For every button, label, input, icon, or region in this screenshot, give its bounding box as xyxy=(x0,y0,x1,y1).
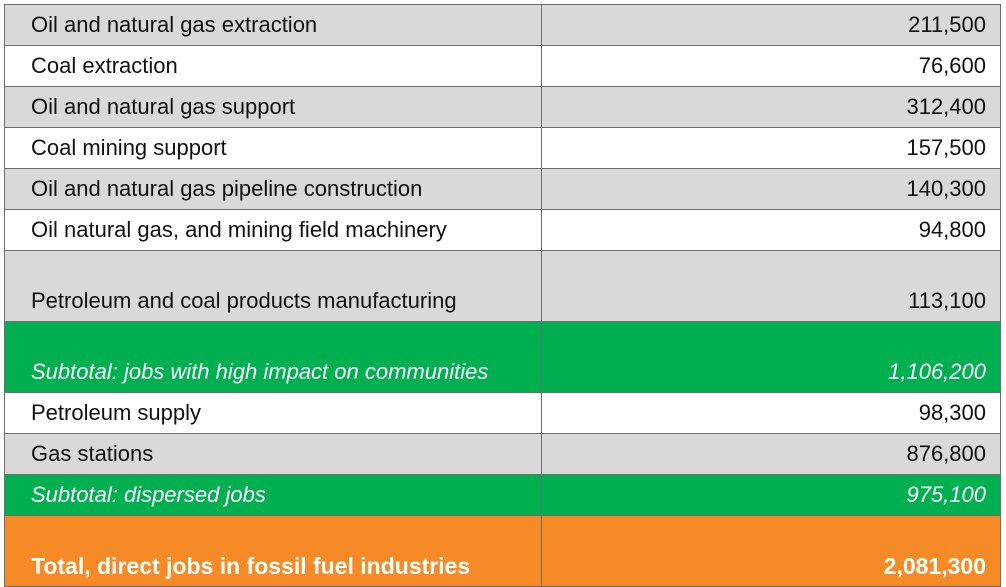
table-row: Oil and natural gas pipeline constructio… xyxy=(4,168,1001,210)
row-value: 312,400 xyxy=(541,86,1001,128)
row-value: 140,300 xyxy=(541,168,1001,210)
total-value: 2,081,300 xyxy=(541,515,1001,587)
row-value: 94,800 xyxy=(541,209,1001,251)
fossil-fuel-jobs-table: Oil and natural gas extraction 211,500 C… xyxy=(4,4,1001,587)
row-label: Oil and natural gas pipeline constructio… xyxy=(4,168,542,210)
table-row: Petroleum supply 98,300 xyxy=(4,392,1001,434)
table-row: Coal extraction 76,600 xyxy=(4,45,1001,87)
table-row: Oil and natural gas extraction 211,500 xyxy=(4,4,1001,46)
row-label: Petroleum and coal products manufacturin… xyxy=(4,250,542,322)
row-label: Coal mining support xyxy=(4,127,542,169)
table-row: Gas stations 876,800 xyxy=(4,433,1001,475)
row-label: Gas stations xyxy=(4,433,542,475)
row-value: 76,600 xyxy=(541,45,1001,87)
table-row: Oil natural gas, and mining field machin… xyxy=(4,209,1001,251)
total-label: Total, direct jobs in fossil fuel indust… xyxy=(4,515,542,587)
row-label: Petroleum supply xyxy=(4,392,542,434)
subtotal-row-dispersed: Subtotal: dispersed jobs 975,100 xyxy=(4,474,1001,516)
row-value: 113,100 xyxy=(541,250,1001,322)
subtotal-value: 1,106,200 xyxy=(541,321,1001,393)
row-label: Oil natural gas, and mining field machin… xyxy=(4,209,542,251)
subtotal-row-high-impact: Subtotal: jobs with high impact on commu… xyxy=(4,321,1001,393)
total-row: Total, direct jobs in fossil fuel indust… xyxy=(4,515,1001,587)
row-value: 98,300 xyxy=(541,392,1001,434)
jobs-table-container: Oil and natural gas extraction 211,500 C… xyxy=(4,4,1001,587)
table-row: Coal mining support 157,500 xyxy=(4,127,1001,169)
subtotal-value: 975,100 xyxy=(541,474,1001,516)
subtotal-label: Subtotal: jobs with high impact on commu… xyxy=(4,321,542,393)
row-value: 211,500 xyxy=(541,4,1001,46)
row-value: 876,800 xyxy=(541,433,1001,475)
row-value: 157,500 xyxy=(541,127,1001,169)
row-label: Coal extraction xyxy=(4,45,542,87)
row-label: Oil and natural gas extraction xyxy=(4,4,542,46)
table-row: Oil and natural gas support 312,400 xyxy=(4,86,1001,128)
table-row: Petroleum and coal products manufacturin… xyxy=(4,250,1001,322)
row-label: Oil and natural gas support xyxy=(4,86,542,128)
subtotal-label: Subtotal: dispersed jobs xyxy=(4,474,542,516)
